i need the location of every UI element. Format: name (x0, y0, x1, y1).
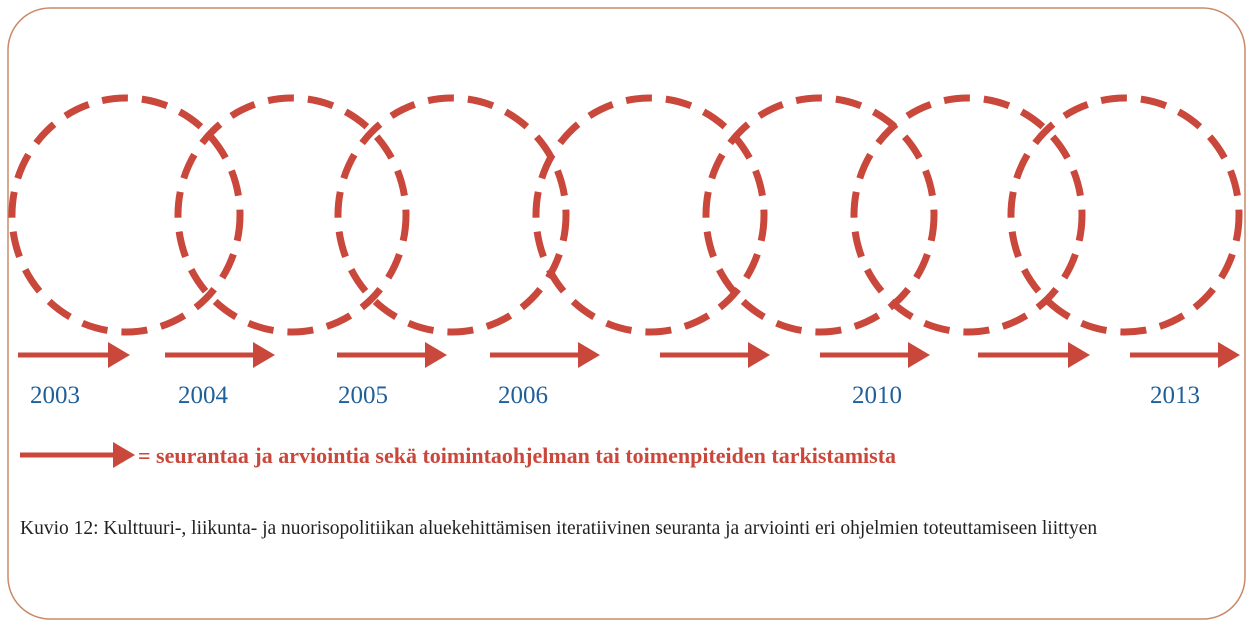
cycle (850, 94, 1086, 336)
caption: Kuvio 12: Kulttuuri-, liikunta- ja nuori… (20, 518, 1098, 539)
year-label: 2004 (178, 382, 229, 409)
arrow (490, 342, 600, 368)
year-label: 2013 (1150, 382, 1200, 409)
cycle (1007, 94, 1243, 336)
arrow (20, 442, 135, 468)
arrow (660, 342, 770, 368)
arrow (18, 342, 130, 368)
legend-text: = seurantaa ja arviointia sekä toimintao… (138, 443, 896, 468)
arrow (820, 342, 930, 368)
cycle (532, 94, 768, 336)
arrow (1130, 342, 1240, 368)
arrows (18, 342, 1240, 468)
year-label: 2006 (498, 382, 548, 409)
arrow (978, 342, 1090, 368)
year-label: 2005 (338, 382, 388, 409)
cycle (702, 94, 938, 336)
cycle (8, 94, 244, 336)
arrow (165, 342, 275, 368)
arrow (337, 342, 447, 368)
year-label: 2003 (30, 382, 80, 409)
cycle (174, 94, 410, 336)
cycles (8, 94, 1243, 336)
year-label: 2010 (852, 382, 902, 409)
frame (7, 7, 1246, 620)
cycle (334, 94, 570, 336)
